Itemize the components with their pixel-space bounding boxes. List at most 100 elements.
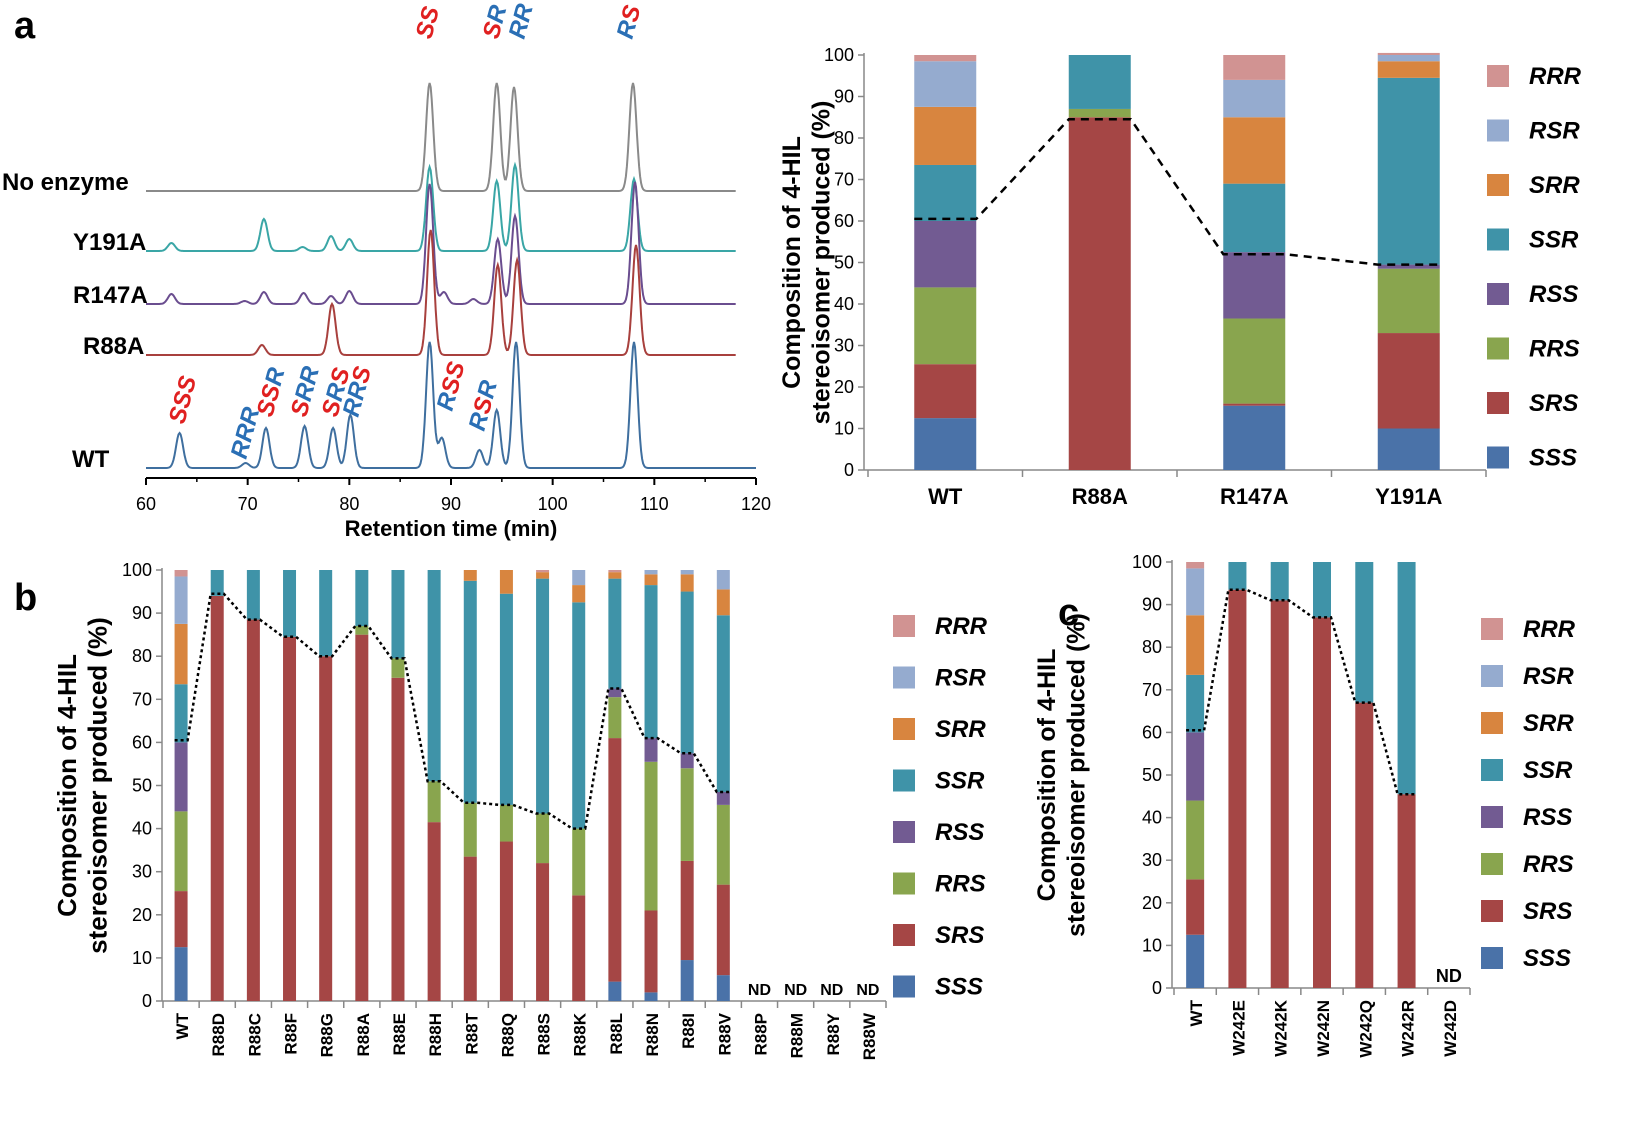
y-tick-label: 10 (834, 419, 854, 439)
bar-segment-ssr (246, 570, 260, 620)
bar-segment-rrs (572, 828, 586, 896)
bar-segment-srs (1377, 333, 1440, 429)
bar-segment-srr (1223, 117, 1286, 184)
bar-segment-rss (680, 753, 694, 769)
legend-swatch-ssr (1487, 228, 1509, 251)
bar-segment-rrr (1377, 52, 1440, 55)
trace-label: No enzyme (2, 169, 129, 196)
bar-segment-ssr (463, 580, 477, 803)
nd-label: ND (1436, 966, 1462, 986)
legend-swatch-srr (1481, 712, 1503, 734)
x-category-label: R88A (1072, 484, 1128, 509)
y-tick-label: 50 (132, 776, 152, 796)
bar-segment-ssr (1186, 674, 1205, 733)
bar-segment-ssr (608, 578, 622, 689)
x-category-label: WT (928, 484, 963, 509)
bar-segment-srs (1270, 600, 1289, 988)
bar-segment-rsr (1223, 79, 1286, 118)
bar-segment-srs (680, 860, 694, 961)
nd-label: ND (748, 982, 771, 999)
x-category-label: R88H (426, 1013, 445, 1056)
bar-segment-srr (1377, 61, 1440, 78)
legend-label-sss: SSS (1523, 945, 1571, 972)
x-tick-label: 70 (238, 494, 258, 514)
x-tick-label: 80 (339, 494, 359, 514)
y-tick-label: 30 (834, 336, 854, 356)
bar-segment-rss (1377, 264, 1440, 269)
bar-segment-rrs (391, 658, 405, 678)
bar-segment-rss (644, 738, 658, 762)
legend-swatch-srs (893, 924, 915, 946)
peak-label-rsr: RSR (464, 377, 503, 434)
legend-swatch-rss (1481, 806, 1503, 828)
nd-label: ND (820, 982, 843, 999)
x-category-label: R88M (788, 1013, 807, 1058)
legend-swatch-rss (1487, 283, 1509, 305)
bar-segment-rss (1223, 252, 1286, 319)
y-tick-label: 80 (132, 646, 152, 666)
bar-segment-rrr (174, 570, 188, 577)
bar-segment-srr (608, 572, 622, 579)
bar-segment-srs (174, 891, 188, 948)
bar-segment-ssr (391, 570, 405, 659)
bar-segment-rsr (1186, 568, 1205, 616)
x-tick-label: 120 (741, 494, 771, 514)
legend-label-rrs: RRS (1529, 336, 1580, 363)
legend-swatch-rrr (1487, 65, 1509, 87)
y-tick-label: 40 (132, 819, 152, 839)
legend-swatch-srs (1487, 392, 1509, 414)
bar-segment-srr (914, 106, 977, 165)
bar-segment-ssr (1068, 55, 1131, 109)
x-category-label: R88S (535, 1013, 554, 1056)
legend-swatch-rrs (893, 872, 915, 895)
y-tick-label: 100 (122, 560, 152, 580)
y-axis-title: Composition of 4-HILstereoisomer produce… (778, 101, 836, 425)
legend-label-sss: SSS (1529, 445, 1577, 472)
bar-segment-rrr (1223, 55, 1286, 80)
bar-segment-sss (644, 992, 658, 1001)
legend-label-rss: RSS (1529, 281, 1578, 308)
legend-label-rsr: RSR (1529, 118, 1580, 145)
bar-segment-srr (499, 570, 513, 594)
legend-label-rrs: RRS (1523, 851, 1574, 878)
bar-segment-rrs (1068, 108, 1131, 118)
bar-segment-rrs (174, 811, 188, 892)
bar-segment-ssr (1377, 77, 1440, 265)
legend-label-rrr: RRR (1529, 63, 1582, 90)
bar-segment-rrs (608, 697, 622, 739)
trace-label: R147A (73, 282, 148, 309)
bar-segment-ssr (319, 570, 333, 657)
bar-segment-rsr (174, 576, 188, 624)
bar-segment-rrs (716, 804, 730, 885)
legend-label-sss: SSS (935, 974, 983, 1001)
legend-label-rsr: RSR (935, 665, 986, 692)
legend-swatch-rrs (1487, 337, 1509, 360)
x-category-label: R88K (571, 1012, 590, 1056)
x-category-label: R88W (860, 1012, 879, 1060)
trace-label: WT (72, 446, 110, 473)
peak-label-rss: RSS (432, 359, 471, 414)
peak-label-srs: SRS (317, 365, 356, 420)
y-tick-label: 80 (834, 128, 854, 148)
x-category-label: W242D (1441, 1000, 1460, 1057)
legend-swatch-sss (1481, 947, 1503, 969)
bar-segment-rsr (644, 570, 658, 575)
y-tick-label: 10 (1142, 935, 1162, 955)
y-tick-label: 100 (824, 45, 854, 65)
x-category-label: R88N (643, 1013, 662, 1056)
bar-segment-srs (391, 677, 405, 1001)
bar-segment-sss (1223, 405, 1286, 470)
chromatogram-panel: No enzyme Y191A R147A R88A WT 60 70 80 90 100 110 1… (2, 0, 771, 541)
y-tick-label: 100 (1132, 552, 1162, 572)
bar-segment-srs (283, 636, 297, 1001)
peak-label-rs: RS (612, 2, 647, 41)
y-tick-label: 60 (1142, 722, 1162, 742)
legend-label-srr: SRR (1529, 172, 1580, 199)
bar-segment-rrs (644, 761, 658, 911)
x-category-label: WT (173, 1012, 192, 1039)
y-tick-label: 70 (132, 689, 152, 709)
bar-segment-ssr (427, 570, 441, 782)
bar-segment-rss (608, 688, 622, 698)
bar-segment-ssr (1228, 562, 1247, 590)
